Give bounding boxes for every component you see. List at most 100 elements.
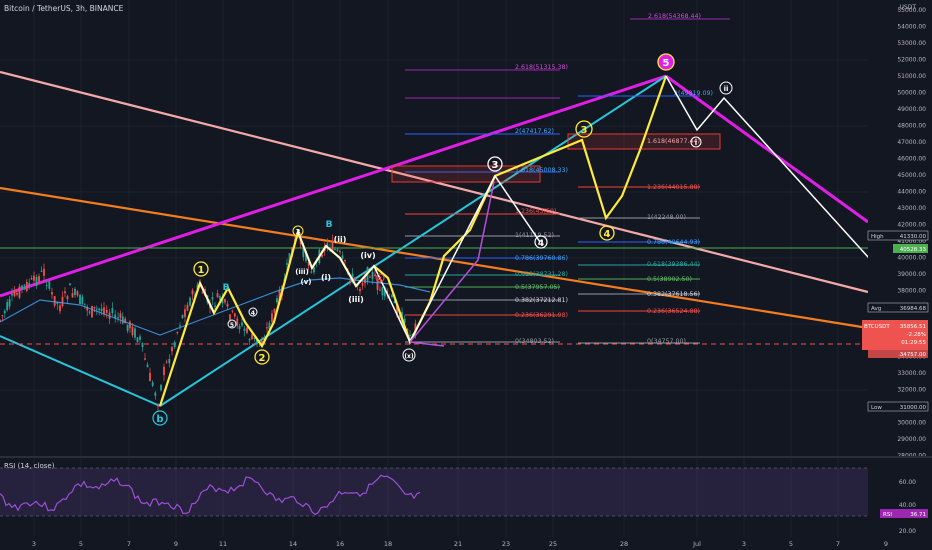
green-price-badge — [893, 244, 928, 253]
wave-label-ii: ii — [724, 85, 729, 93]
rsi-title: RSI (14, close) — [4, 462, 55, 470]
wave-label-3: 3 — [581, 125, 588, 136]
price-tick-label: 46000.00 — [897, 156, 926, 163]
fib-label: 2(49819.09) — [674, 90, 713, 97]
candle-body — [216, 293, 219, 298]
candle-body — [278, 290, 281, 304]
price-tick-label: 50000.00 — [897, 90, 926, 97]
fib-label: 1.618(46877.44) — [647, 138, 700, 145]
candle-body — [403, 318, 406, 323]
last-price-badge — [862, 320, 928, 350]
candle-body — [121, 316, 124, 324]
candle-body — [184, 309, 186, 317]
candle-body — [64, 291, 66, 294]
time-tick-label: 23 — [502, 540, 510, 548]
candle-body — [243, 328, 246, 332]
candle-body — [74, 288, 76, 295]
price-tick-label: 30000.00 — [897, 420, 926, 427]
candle-body — [288, 253, 291, 263]
candle-body — [189, 297, 191, 306]
candle-body — [151, 382, 154, 386]
candle-body — [157, 405, 159, 407]
wave-label-b-low: b — [156, 414, 163, 425]
wave-label-i: i — [695, 139, 697, 147]
candle-body — [165, 361, 168, 363]
candle-countdown: 01:29:55 — [901, 340, 926, 346]
candle-body — [3, 310, 6, 314]
candle-body — [139, 336, 141, 340]
time-tick-label: 21 — [454, 540, 462, 548]
projection-wave-white[interactable] — [665, 75, 879, 269]
candle-body — [256, 338, 258, 345]
candle-body — [248, 339, 251, 341]
candle-body — [76, 291, 79, 296]
candle-body — [409, 334, 411, 337]
candle-body — [119, 313, 122, 318]
moving-average-line[interactable] — [0, 277, 431, 336]
candle-body — [321, 254, 323, 257]
wave-label-b-small: B — [223, 283, 230, 293]
candle-body — [359, 288, 361, 292]
fib-label: 0.5(38902.50) — [647, 276, 692, 283]
time-tick-label: 16 — [336, 540, 344, 548]
time-axis[interactable] — [0, 537, 932, 550]
magenta-channel-upper[interactable] — [0, 74, 667, 298]
projection-wave-purple[interactable] — [409, 181, 495, 343]
candle-body — [196, 284, 199, 289]
candle-body — [344, 259, 346, 262]
candle-body — [59, 305, 61, 312]
candle-body — [136, 337, 139, 343]
time-tick-label: 7 — [836, 540, 840, 548]
fib-label: 1.236(44015.88) — [647, 184, 700, 191]
chart-title: Bitcoin / TetherUS, 3h, BINANCE — [4, 4, 124, 13]
candle-body — [18, 286, 21, 298]
cyan-channel-upper[interactable] — [159, 75, 667, 407]
cyan-channel-lower[interactable] — [0, 335, 161, 407]
elliott-wave-white[interactable] — [297, 174, 541, 344]
time-tick-label: 18 — [384, 540, 392, 548]
candle-body — [364, 276, 366, 284]
candle-body — [95, 308, 98, 310]
candle-body — [38, 276, 40, 282]
candle-body — [381, 287, 384, 296]
rsi-badge — [880, 509, 928, 518]
fib-label: 0(34757.00) — [647, 338, 686, 345]
candle-body — [379, 289, 381, 291]
candle-body — [266, 327, 268, 329]
price-tick-label: 45000.00 — [897, 172, 926, 179]
fib-label: 0.382(37212.81) — [515, 297, 568, 304]
candle-body — [339, 251, 341, 253]
rsi-level-60: 60.00 — [899, 479, 916, 486]
candle-body — [28, 283, 31, 286]
wave-label-2: 2 — [259, 353, 266, 364]
candle-body — [221, 297, 224, 304]
candle-body — [219, 296, 221, 300]
candle-body — [61, 296, 64, 307]
candle-body — [51, 292, 53, 295]
fib-zone-red[interactable] — [391, 165, 541, 183]
wave-label-x: (x) — [404, 353, 414, 360]
candle-body — [383, 287, 386, 297]
candle-body — [117, 317, 119, 319]
time-tick-label: 25 — [549, 540, 557, 548]
fib-label: 2.618(54368.44) — [648, 13, 701, 20]
candle-body — [71, 293, 74, 298]
rsi-badge-value: 36.71 — [910, 512, 926, 518]
candle-body — [201, 292, 204, 294]
candle-body — [313, 267, 315, 273]
wave-label-v-paren: (v) — [301, 278, 312, 286]
candle-body — [45, 285, 48, 287]
price-axis[interactable] — [868, 0, 932, 537]
wave-label-3-white: 3 — [492, 160, 499, 171]
fib-label: 0.5(37957.05) — [515, 284, 560, 291]
candle-body — [146, 364, 149, 368]
price-tick-label: 41000.00 — [897, 238, 926, 245]
price-tick-label: 43000.00 — [897, 205, 926, 212]
candle-body — [16, 292, 18, 295]
candle-body — [326, 243, 329, 247]
candle-body — [154, 392, 157, 396]
magenta-channel-right[interactable] — [665, 74, 869, 224]
rsi-line[interactable] — [0, 474, 421, 516]
candle-body — [414, 323, 417, 333]
